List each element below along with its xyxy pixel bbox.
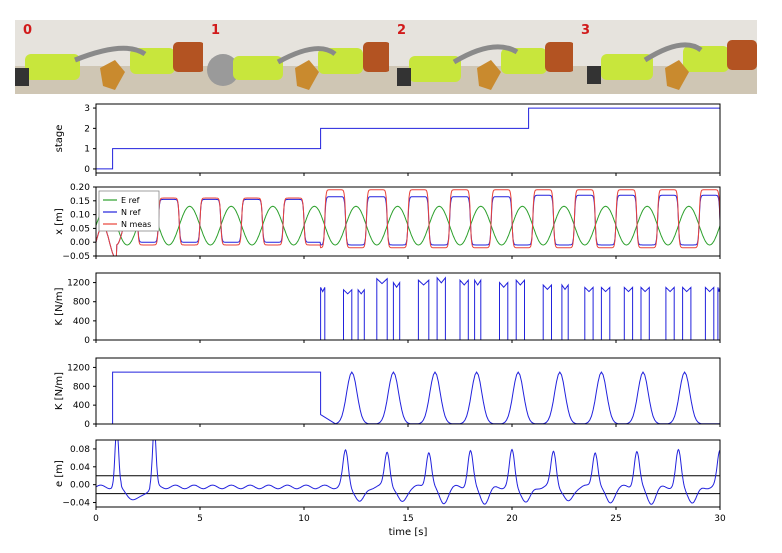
- y-tick-label-2: 0.10: [70, 211, 90, 221]
- y-tick-label-3: 3: [84, 104, 90, 114]
- y-tick-label-5: −0.05: [62, 252, 90, 262]
- series-line-0: [96, 440, 720, 505]
- y-tick-label-1: 800: [73, 298, 90, 308]
- y-axis-label: stage: [54, 125, 65, 153]
- robot-photo-1: 1: [203, 20, 391, 94]
- robot-photo-1-image: [203, 20, 391, 94]
- legend-label-2: N meas: [121, 220, 151, 229]
- robot-photo-3-image: [573, 20, 757, 94]
- robot-photo-2-image: [389, 20, 575, 94]
- y-tick-label-1: 0.04: [70, 463, 90, 473]
- chart-panel-1: 0.20 0.15 0.10 0.05 0.00 −0.05 x [m] E ref N ref…: [54, 183, 721, 262]
- y-tick-label-3: 0: [84, 336, 90, 346]
- y-tick-label-0: 0: [84, 165, 90, 175]
- series-line-0: [96, 276, 720, 340]
- series-line-0: [96, 371, 720, 424]
- photo-label-0: 0: [23, 23, 33, 38]
- y-tick-label-2: 400: [73, 401, 90, 411]
- robot-photo-0-image: [15, 20, 205, 94]
- x-tick-label-5: 25: [610, 514, 621, 524]
- photo-label-3: 3: [581, 23, 591, 38]
- chart-legend: E ref N ref N meas: [98, 190, 160, 232]
- legend-label-0: E ref: [121, 196, 140, 205]
- chart-panel-2: 1200 800 400 0 K [N/m]: [54, 272, 721, 346]
- photo-label-2: 2: [397, 23, 407, 38]
- robot-photo-0: 0: [15, 20, 205, 94]
- y-tick-label-3: 0: [84, 420, 90, 430]
- robot-photo-3: 3: [573, 20, 757, 94]
- y-tick-label-0: 1200: [67, 279, 90, 289]
- x-tick-label-6: 30: [714, 514, 726, 524]
- y-tick-label-1: 800: [73, 382, 90, 392]
- y-tick-label-0: 1200: [67, 363, 90, 373]
- x-tick-label-2: 10: [298, 514, 310, 524]
- legend-label-1: N ref: [121, 208, 141, 217]
- axes-frame: [95, 439, 721, 508]
- photo-label-1: 1: [211, 23, 221, 38]
- y-tick-label-3: −0.04: [62, 499, 90, 509]
- y-axis-label: K [N/m]: [54, 287, 65, 325]
- x-tick-label-0: 0: [93, 514, 99, 524]
- x-tick-label-4: 20: [506, 514, 518, 524]
- y-tick-label-4: 0.00: [70, 238, 90, 248]
- axes-frame: [95, 272, 721, 341]
- series-line-2: [96, 189, 720, 256]
- series-line-0: [96, 107, 720, 170]
- y-tick-label-3: 0.05: [70, 224, 90, 234]
- y-tick-label-2: 2: [84, 124, 90, 134]
- chart-panel-3: 1200 800 400 0 K [N/m]: [54, 357, 721, 430]
- y-tick-label-2: 400: [73, 317, 90, 327]
- robot-photo-2: 2: [389, 20, 575, 94]
- chart-panel-4: 0.08 0.04 0.00 −0.04 e [m] 0 5 10 15 20 25 30 time […: [54, 439, 726, 538]
- x-tick-label-3: 15: [402, 514, 413, 524]
- y-tick-label-1: 1: [84, 145, 90, 155]
- y-axis-label: K [N/m]: [54, 372, 65, 410]
- y-tick-label-1: 0.15: [70, 197, 90, 207]
- x-tick-label-1: 5: [197, 514, 203, 524]
- y-axis-label: x [m]: [54, 208, 65, 235]
- y-tick-label-2: 0.00: [70, 481, 90, 491]
- y-tick-label-0: 0.08: [70, 445, 90, 455]
- y-tick-label-0: 0.20: [70, 183, 90, 193]
- chart-panel-0: 0 1 2 3 stage: [54, 103, 721, 176]
- axes-frame: [95, 103, 721, 174]
- y-axis-label: e [m]: [54, 460, 65, 487]
- robot-photo-strip: 0 1 2: [15, 20, 757, 94]
- axes-frame: [95, 357, 721, 425]
- x-axis-label: time [s]: [389, 527, 428, 538]
